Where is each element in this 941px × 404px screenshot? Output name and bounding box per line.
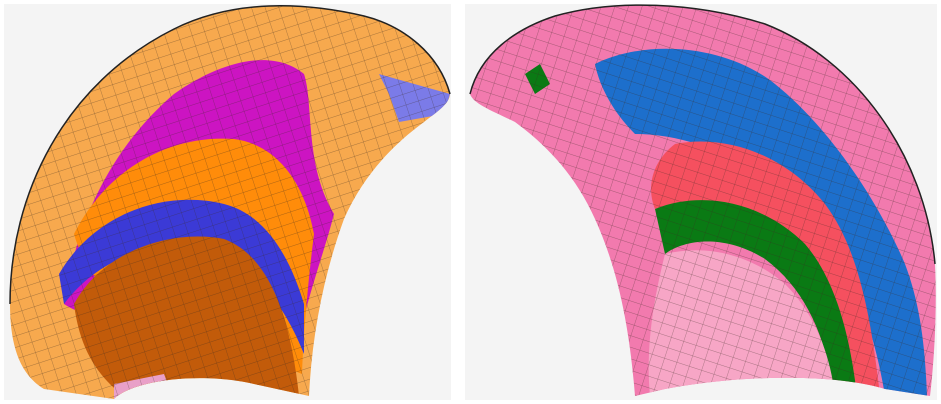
right-panel <box>465 4 937 400</box>
left-surface-render <box>9 5 451 399</box>
mesh-grid <box>470 5 936 397</box>
mesh-grid <box>10 5 450 399</box>
panel-divider <box>455 0 461 404</box>
right-surface-render <box>469 4 936 397</box>
left-panel <box>4 4 451 400</box>
